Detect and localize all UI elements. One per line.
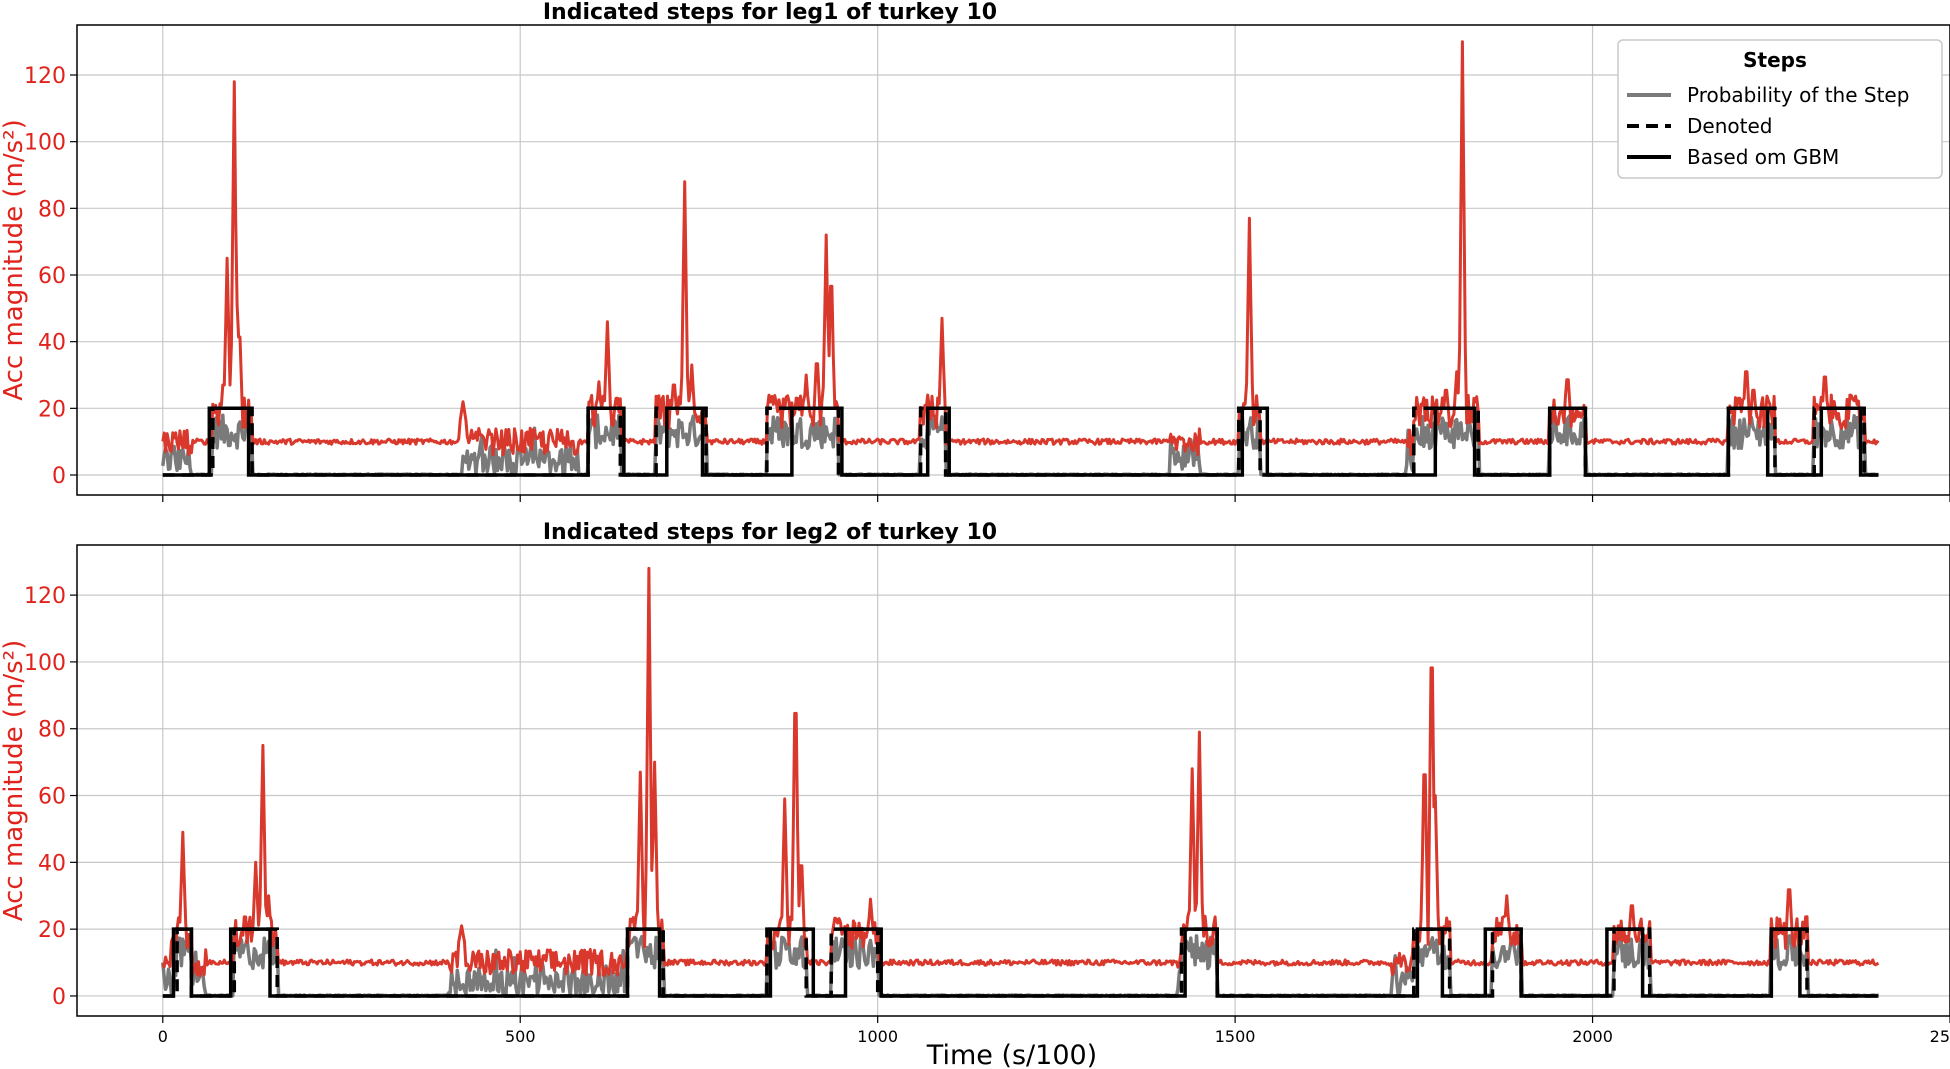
- plot-area: [161, 566, 1880, 998]
- y-tick-label: 100: [24, 131, 66, 156]
- legend-label-denoted: Denoted: [1687, 114, 1772, 138]
- chart-title: Indicated steps for leg1 of turkey 10: [543, 0, 997, 25]
- y-axis-label: Acc magnitude (m/s²): [0, 119, 29, 400]
- x-tick-label: 1000: [857, 1027, 898, 1046]
- y-tick-label: 40: [38, 331, 66, 356]
- y-tick-label: 120: [24, 64, 66, 89]
- y-axis-label: Acc magnitude (m/s²): [0, 640, 29, 921]
- legend: Steps Probability of the Step Denoted Ba…: [1617, 39, 1943, 179]
- series-acc-magnitude: [161, 566, 1880, 978]
- x-tick-label: 500: [505, 1027, 536, 1046]
- y-tick-label: 0: [52, 464, 66, 489]
- series-acc-magnitude: [161, 40, 1880, 457]
- y-tick-label: 120: [24, 584, 66, 609]
- series-probability: [161, 934, 1879, 998]
- y-tick-label: 80: [38, 197, 66, 222]
- y-tick-label: 20: [38, 918, 66, 943]
- x-tick-label: 2500: [1930, 1027, 1950, 1046]
- y-tick-label: 100: [24, 651, 66, 676]
- legend-box: [1617, 39, 1943, 179]
- y-tick-label: 40: [38, 851, 66, 876]
- y-tick-label: 0: [52, 985, 66, 1010]
- x-axis-label: Time (s/100): [926, 1040, 1097, 1069]
- plot-area: [161, 40, 1880, 477]
- x-tick-label: 1500: [1215, 1027, 1256, 1046]
- plot-frame: [76, 544, 1950, 1017]
- series-based-om-gbm: [162, 406, 1879, 477]
- legend-label-probability: Probability of the Step: [1687, 83, 1909, 107]
- legend-title: Steps: [1743, 48, 1807, 72]
- chart-panel-leg2: Indicated steps for leg2 of turkey 10 0 50…: [0, 520, 1950, 1069]
- chart-title: Indicated steps for leg2 of turkey 10: [543, 520, 997, 545]
- grid: [77, 545, 1950, 1016]
- y-tick-label: 60: [38, 264, 66, 289]
- y-tick-label: 80: [38, 718, 66, 743]
- y-tick-label: 20: [38, 397, 66, 422]
- legend-label-gbm: Based om GBM: [1687, 145, 1839, 169]
- x-tick-label: 0: [158, 1027, 168, 1046]
- y-tick-label: 60: [38, 785, 66, 810]
- x-tick-label: 2000: [1572, 1027, 1613, 1046]
- plot-frame: [76, 24, 1950, 496]
- series-based-om-gbm: [162, 927, 1879, 998]
